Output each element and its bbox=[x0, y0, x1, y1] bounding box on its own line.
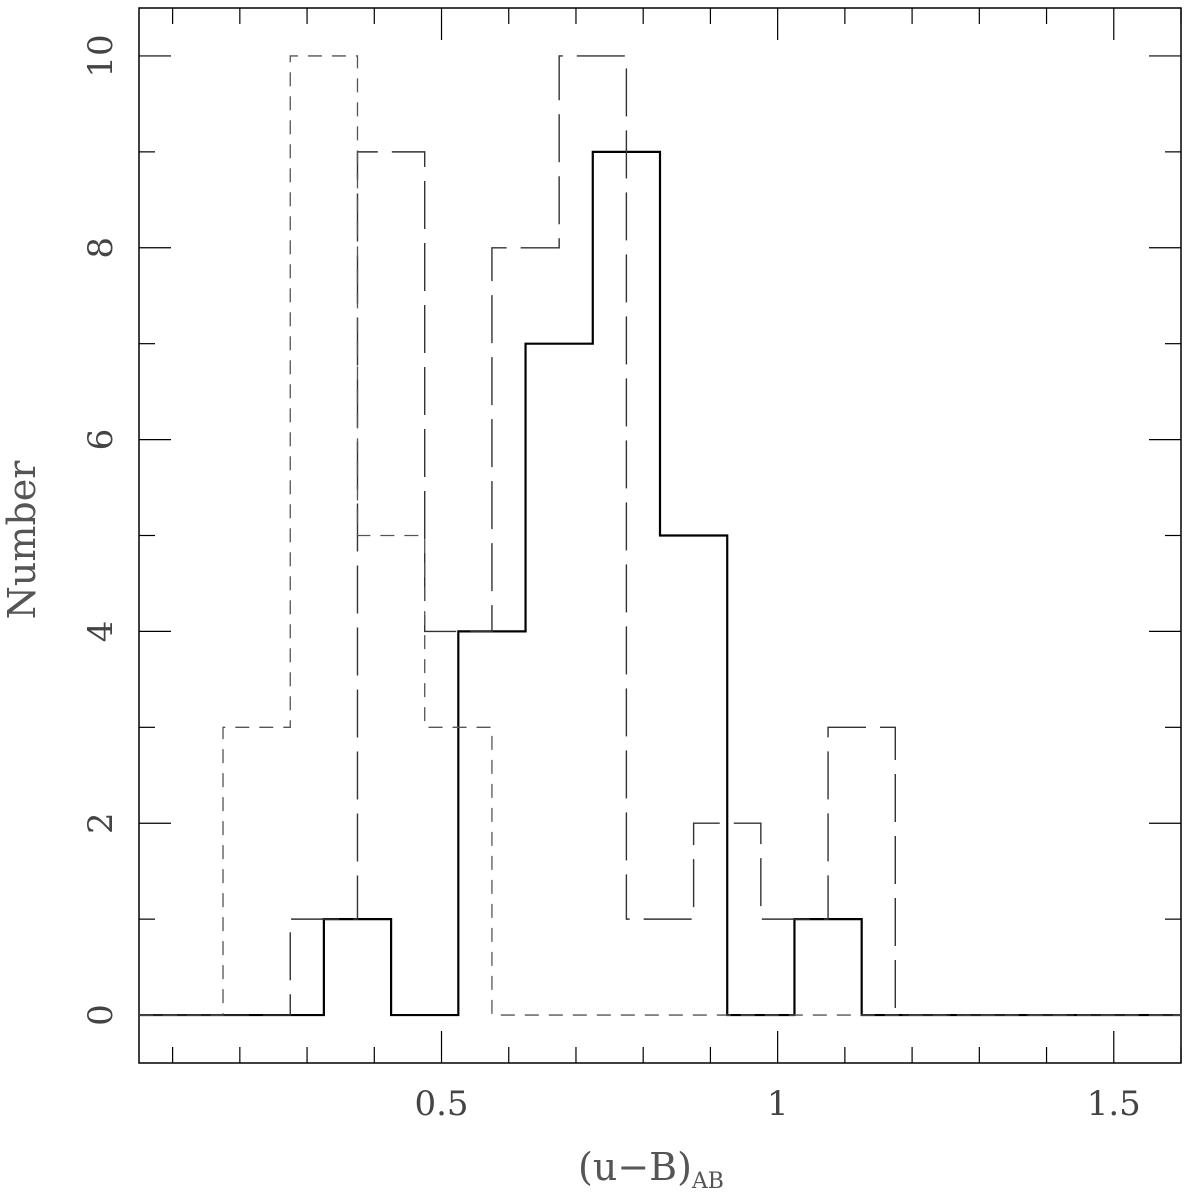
y-tick-label: 8 bbox=[81, 237, 121, 259]
x-tick-labels: 0.5 1 1.5 bbox=[414, 1084, 1140, 1124]
x-axis-title-main: (u−B) bbox=[578, 1145, 692, 1189]
histogram-series bbox=[139, 55, 1181, 1017]
x-tick-label: 0.5 bbox=[414, 1084, 468, 1124]
x-tick-label: 1.5 bbox=[1087, 1084, 1141, 1124]
histogram-series-2 bbox=[139, 55, 1181, 1016]
histogram-series-1 bbox=[139, 150, 1181, 1017]
minor-ticks bbox=[139, 8, 1182, 1063]
x-axis-title-subscript: AB bbox=[691, 1169, 724, 1194]
y-tick-label: 2 bbox=[81, 812, 121, 834]
y-axis-title: Number bbox=[0, 460, 44, 620]
x-axis-title: (u−B)AB bbox=[578, 1145, 724, 1194]
y-tick-label: 10 bbox=[81, 34, 121, 77]
y-tick-label: 4 bbox=[81, 621, 121, 643]
y-tick-labels: 0 2 4 6 8 10 bbox=[81, 34, 121, 1026]
y-tick-label: 0 bbox=[81, 1004, 121, 1026]
x-tick-label: 1 bbox=[767, 1084, 789, 1124]
y-tick-label: 6 bbox=[81, 429, 121, 451]
histogram-series-3 bbox=[139, 55, 1181, 1016]
